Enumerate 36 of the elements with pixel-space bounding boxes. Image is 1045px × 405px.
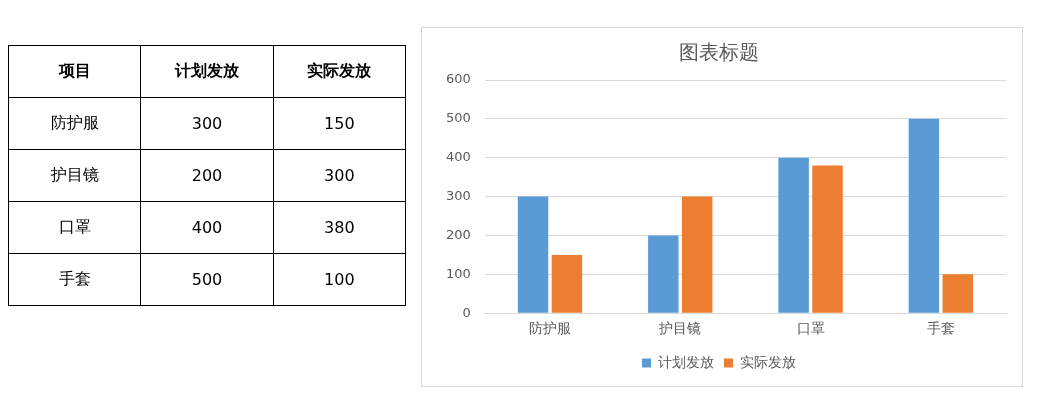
chart-title: 图表标题 [679, 40, 759, 65]
text: 300 [273, 149, 406, 202]
text: 项目 [8, 45, 141, 98]
y-tick-label: 100 [445, 265, 471, 281]
x-tick-label: 手套 [926, 320, 955, 337]
y-tick-label: 300 [445, 187, 471, 203]
bar [908, 118, 940, 313]
bar [551, 254, 583, 313]
legend-label: 计划发放 [658, 353, 714, 370]
text: 150 [273, 97, 406, 150]
text: 200 [140, 149, 274, 202]
bar [648, 235, 679, 313]
text: 实际发放 [273, 45, 406, 98]
bar [517, 196, 549, 313]
text: 300 [140, 97, 274, 150]
y-tick-label: 600 [445, 71, 471, 87]
text: 防护服 [8, 97, 141, 150]
y-tick-label: 0 [462, 304, 471, 320]
text: 400 [140, 201, 274, 254]
bar [778, 157, 809, 313]
bar [681, 196, 713, 313]
bar [942, 274, 974, 313]
y-tick-label: 500 [445, 110, 471, 126]
bar [812, 165, 843, 313]
y-tick-label: 200 [445, 226, 471, 242]
text: 500 [140, 253, 274, 306]
text: 口罩 [8, 201, 141, 254]
x-tick-label: 防护服 [528, 320, 571, 337]
legend-label: 实际发放 [740, 353, 796, 370]
text: 380 [273, 201, 406, 254]
x-tick-label: 口罩 [796, 320, 825, 337]
y-tick-label: 400 [445, 149, 471, 165]
text: 100 [273, 253, 406, 306]
text: 计划发放 [140, 45, 274, 98]
text: 护目镜 [8, 149, 141, 202]
x-tick-label: 护目镜 [658, 320, 702, 337]
